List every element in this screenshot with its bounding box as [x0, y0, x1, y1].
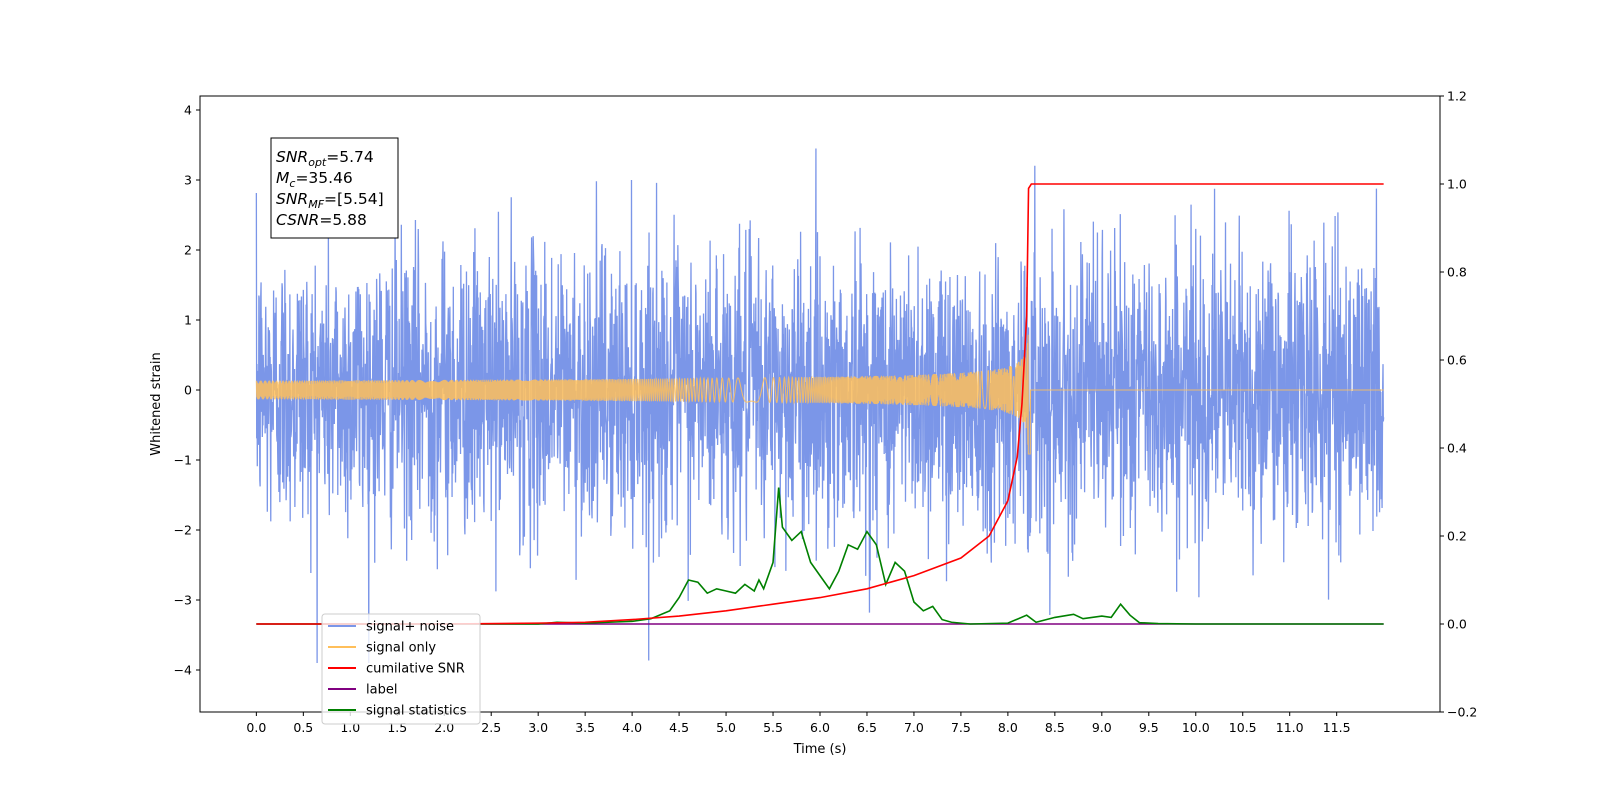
x-tick-label: 4.5	[669, 720, 689, 735]
y-tick-label: 4	[184, 103, 192, 118]
annotation-frame	[270, 137, 399, 239]
y2-tick-label: 0.4	[1447, 441, 1467, 456]
y-tick-label: 0	[184, 383, 192, 398]
x-tick-label: 4.0	[622, 720, 642, 735]
y2-tick-label: 0.6	[1447, 353, 1467, 368]
y-tick-label: −3	[174, 593, 192, 608]
x-tick-label: 6.0	[810, 720, 830, 735]
annotation-line: SNRopt=5.74	[276, 148, 374, 169]
series-signal-noise-line	[255, 148, 1385, 664]
axes-ticks: 0.0 0.5 1.0 1.5 2.0 2.5 3.0 3.5 4.0 4.5 5.0 5.5 6.0 6…	[174, 89, 1478, 736]
x-tick-label: 8.0	[998, 720, 1018, 735]
legend-frame	[321, 613, 481, 725]
x-tick-label: 9.0	[1092, 720, 1112, 735]
x-tick-label: 10.0	[1182, 720, 1210, 735]
y2-tick-label: 1.0	[1447, 177, 1467, 192]
x-tick-label: 0.5	[293, 720, 313, 735]
legend-entry: cumilative SNR	[366, 662, 465, 677]
y-axis-title: Whitened strain	[149, 352, 164, 455]
legend-entry: signal statistics	[366, 704, 467, 719]
annotation-line: SNRMF=[5.54]	[276, 190, 384, 211]
legend-entry: signal only	[366, 641, 436, 656]
x-tick-label: 0.0	[246, 720, 266, 735]
y-tick-label: 1	[184, 313, 192, 328]
x-tick-label: 5.0	[716, 720, 736, 735]
y2-tick-label: 0.0	[1447, 617, 1467, 632]
y2-tick-label: 1.2	[1447, 89, 1467, 104]
legend-entry: label	[366, 683, 397, 698]
x-tick-label: 3.0	[528, 720, 548, 735]
annotation-line: Mc=35.46	[276, 169, 353, 190]
y-tick-label: −4	[174, 663, 192, 678]
x-tick-label: 6.5	[857, 720, 877, 735]
y-tick-label: 3	[184, 173, 192, 188]
series-cumulative-snr-line	[256, 183, 1384, 625]
x-axis-title: Time (s)	[793, 742, 847, 757]
x-tick-label: 3.5	[575, 720, 595, 735]
y2-tick-label: 0.8	[1447, 265, 1467, 280]
series-signal-only-line	[255, 334, 1384, 455]
x-tick-label: 11.0	[1276, 720, 1304, 735]
legend: signal+ noise signal only cumilative SNR la…	[321, 613, 481, 725]
x-tick-label: 5.5	[763, 720, 783, 735]
x-tick-label: 7.0	[904, 720, 924, 735]
y-tick-label: −2	[174, 523, 192, 538]
x-tick-label: 10.5	[1229, 720, 1257, 735]
x-tick-label: 2.5	[481, 720, 501, 735]
legend-entry: signal+ noise	[366, 620, 454, 635]
y2-tick-label: −0.2	[1447, 705, 1477, 720]
x-tick-label: 11.5	[1323, 720, 1351, 735]
y-tick-label: −1	[174, 453, 192, 468]
x-tick-label: 8.5	[1045, 720, 1065, 735]
y2-tick-label: 0.2	[1447, 529, 1467, 544]
annotation-line: CSNR=5.88	[276, 211, 367, 229]
x-tick-label: 9.5	[1139, 720, 1159, 735]
y-tick-label: 2	[184, 243, 192, 258]
x-tick-label: 7.5	[951, 720, 971, 735]
series-signal-statistics-line	[256, 487, 1384, 625]
